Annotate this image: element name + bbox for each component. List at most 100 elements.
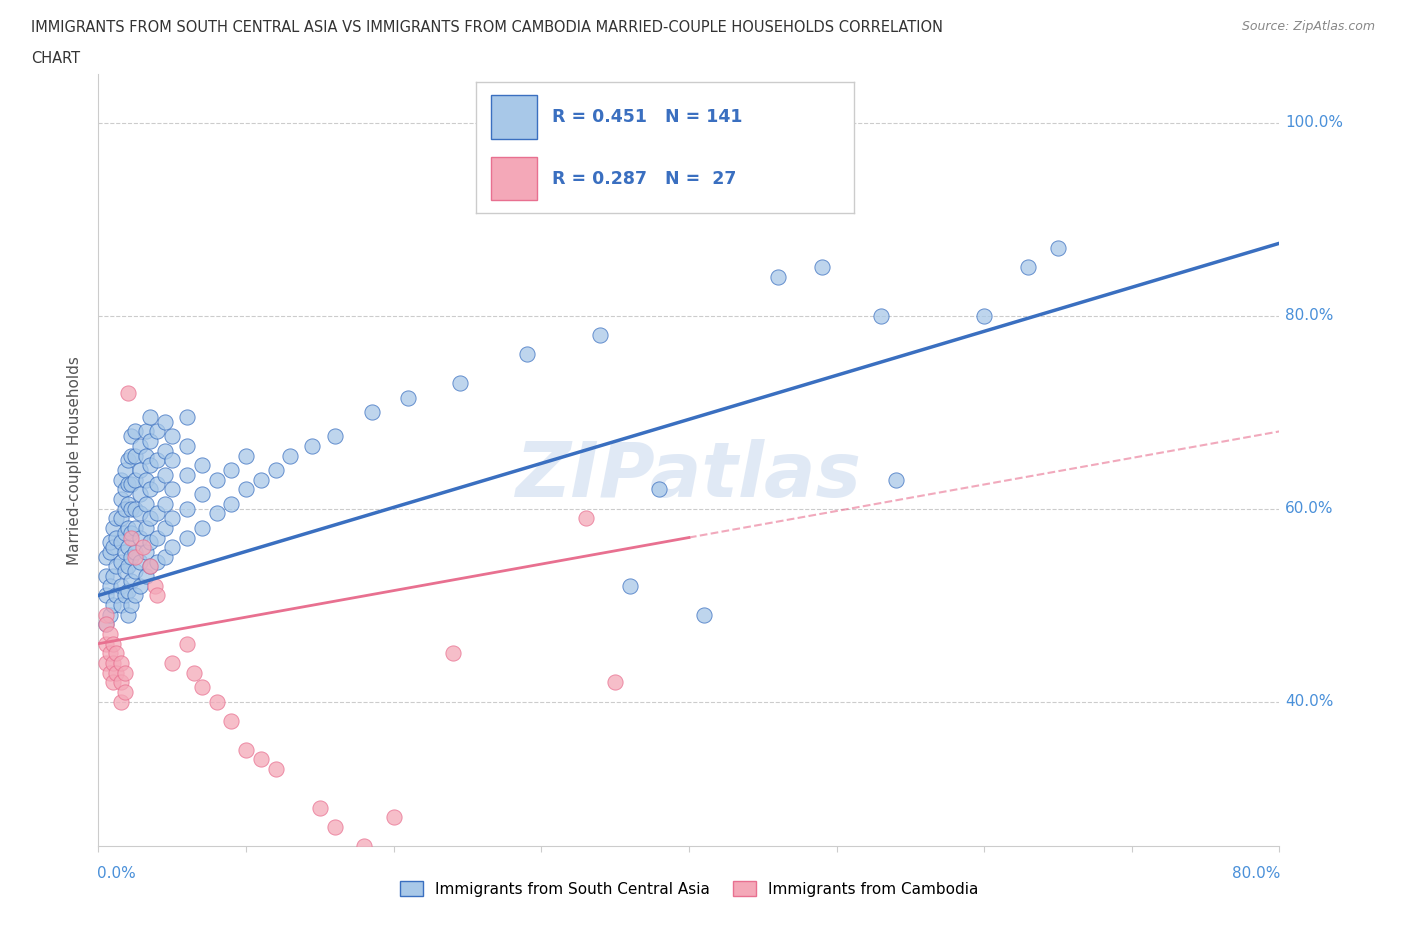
Point bbox=[117, 521, 139, 536]
Point bbox=[117, 607, 139, 622]
Text: 0.0%: 0.0% bbox=[97, 866, 136, 881]
Point bbox=[360, 405, 382, 419]
Point bbox=[124, 501, 146, 516]
Point bbox=[120, 550, 142, 565]
Text: Source: ZipAtlas.com: Source: ZipAtlas.com bbox=[1241, 20, 1375, 33]
Point bbox=[162, 429, 183, 444]
Point bbox=[117, 559, 139, 574]
Point bbox=[766, 270, 789, 285]
Point bbox=[146, 530, 169, 545]
Point bbox=[124, 545, 146, 560]
Point bbox=[114, 482, 136, 497]
Point bbox=[146, 588, 169, 603]
Point bbox=[135, 521, 157, 536]
Text: ZIPatlas: ZIPatlas bbox=[516, 439, 862, 512]
Point bbox=[1046, 241, 1069, 256]
Point bbox=[191, 680, 214, 695]
Point bbox=[250, 472, 273, 487]
Point bbox=[250, 752, 273, 767]
Point bbox=[98, 627, 121, 642]
Point bbox=[94, 656, 117, 671]
Point bbox=[574, 511, 596, 525]
Point bbox=[94, 617, 117, 631]
Point bbox=[124, 564, 146, 578]
Point bbox=[103, 521, 125, 536]
Point bbox=[143, 578, 166, 593]
Point bbox=[869, 308, 891, 323]
Point bbox=[114, 462, 136, 477]
Point bbox=[114, 501, 136, 516]
Point bbox=[120, 574, 142, 589]
Point bbox=[110, 694, 132, 709]
Point bbox=[105, 530, 128, 545]
Point bbox=[264, 762, 287, 777]
Point bbox=[235, 742, 257, 757]
Point bbox=[105, 665, 128, 680]
Point bbox=[162, 453, 183, 468]
Point bbox=[120, 525, 142, 540]
Point bbox=[235, 482, 257, 497]
Point bbox=[128, 506, 150, 521]
Point bbox=[110, 492, 132, 507]
Point bbox=[176, 530, 198, 545]
Point bbox=[301, 438, 323, 453]
Point bbox=[114, 665, 136, 680]
Point bbox=[619, 578, 641, 593]
Point bbox=[176, 636, 198, 651]
Point bbox=[135, 424, 157, 439]
Point bbox=[103, 539, 125, 554]
Point bbox=[146, 424, 169, 439]
Point bbox=[94, 617, 117, 631]
Point bbox=[114, 564, 136, 578]
Point bbox=[94, 569, 117, 584]
Legend: Immigrants from South Central Asia, Immigrants from Cambodia: Immigrants from South Central Asia, Immi… bbox=[392, 873, 986, 904]
Text: 100.0%: 100.0% bbox=[1285, 115, 1343, 130]
Point bbox=[114, 525, 136, 540]
Point bbox=[139, 559, 162, 574]
Point bbox=[441, 646, 464, 661]
Point bbox=[139, 433, 162, 448]
Point bbox=[110, 472, 132, 487]
Point bbox=[128, 438, 150, 453]
Point bbox=[162, 656, 183, 671]
Point bbox=[124, 424, 146, 439]
Point bbox=[94, 550, 117, 565]
Text: CHART: CHART bbox=[31, 51, 80, 66]
Point bbox=[94, 588, 117, 603]
Point bbox=[153, 415, 176, 430]
Point bbox=[162, 539, 183, 554]
Point bbox=[114, 545, 136, 560]
Point bbox=[128, 530, 150, 545]
Point bbox=[98, 646, 121, 661]
Point bbox=[124, 550, 146, 565]
Point bbox=[176, 438, 198, 453]
Text: IMMIGRANTS FROM SOUTH CENTRAL ASIA VS IMMIGRANTS FROM CAMBODIA MARRIED-COUPLE HO: IMMIGRANTS FROM SOUTH CENTRAL ASIA VS IM… bbox=[31, 20, 943, 35]
Point bbox=[605, 675, 627, 690]
Point bbox=[103, 675, 125, 690]
Point bbox=[103, 636, 125, 651]
Point bbox=[103, 598, 125, 613]
Point bbox=[176, 468, 198, 483]
Point bbox=[124, 448, 146, 463]
Point bbox=[146, 554, 169, 569]
Point bbox=[94, 636, 117, 651]
Point bbox=[1017, 260, 1039, 275]
Point bbox=[124, 521, 146, 536]
Point bbox=[120, 448, 142, 463]
Point bbox=[183, 665, 205, 680]
Point bbox=[128, 462, 150, 477]
Point bbox=[884, 472, 907, 487]
Point bbox=[191, 486, 214, 501]
Point bbox=[191, 458, 214, 472]
Point bbox=[153, 521, 176, 536]
Point bbox=[648, 482, 671, 497]
Point bbox=[94, 607, 117, 622]
Point bbox=[110, 511, 132, 525]
Point bbox=[128, 578, 150, 593]
Point bbox=[139, 409, 162, 424]
Point bbox=[120, 429, 142, 444]
Point bbox=[98, 578, 121, 593]
Point bbox=[110, 535, 132, 550]
Point bbox=[103, 656, 125, 671]
Point bbox=[693, 607, 716, 622]
